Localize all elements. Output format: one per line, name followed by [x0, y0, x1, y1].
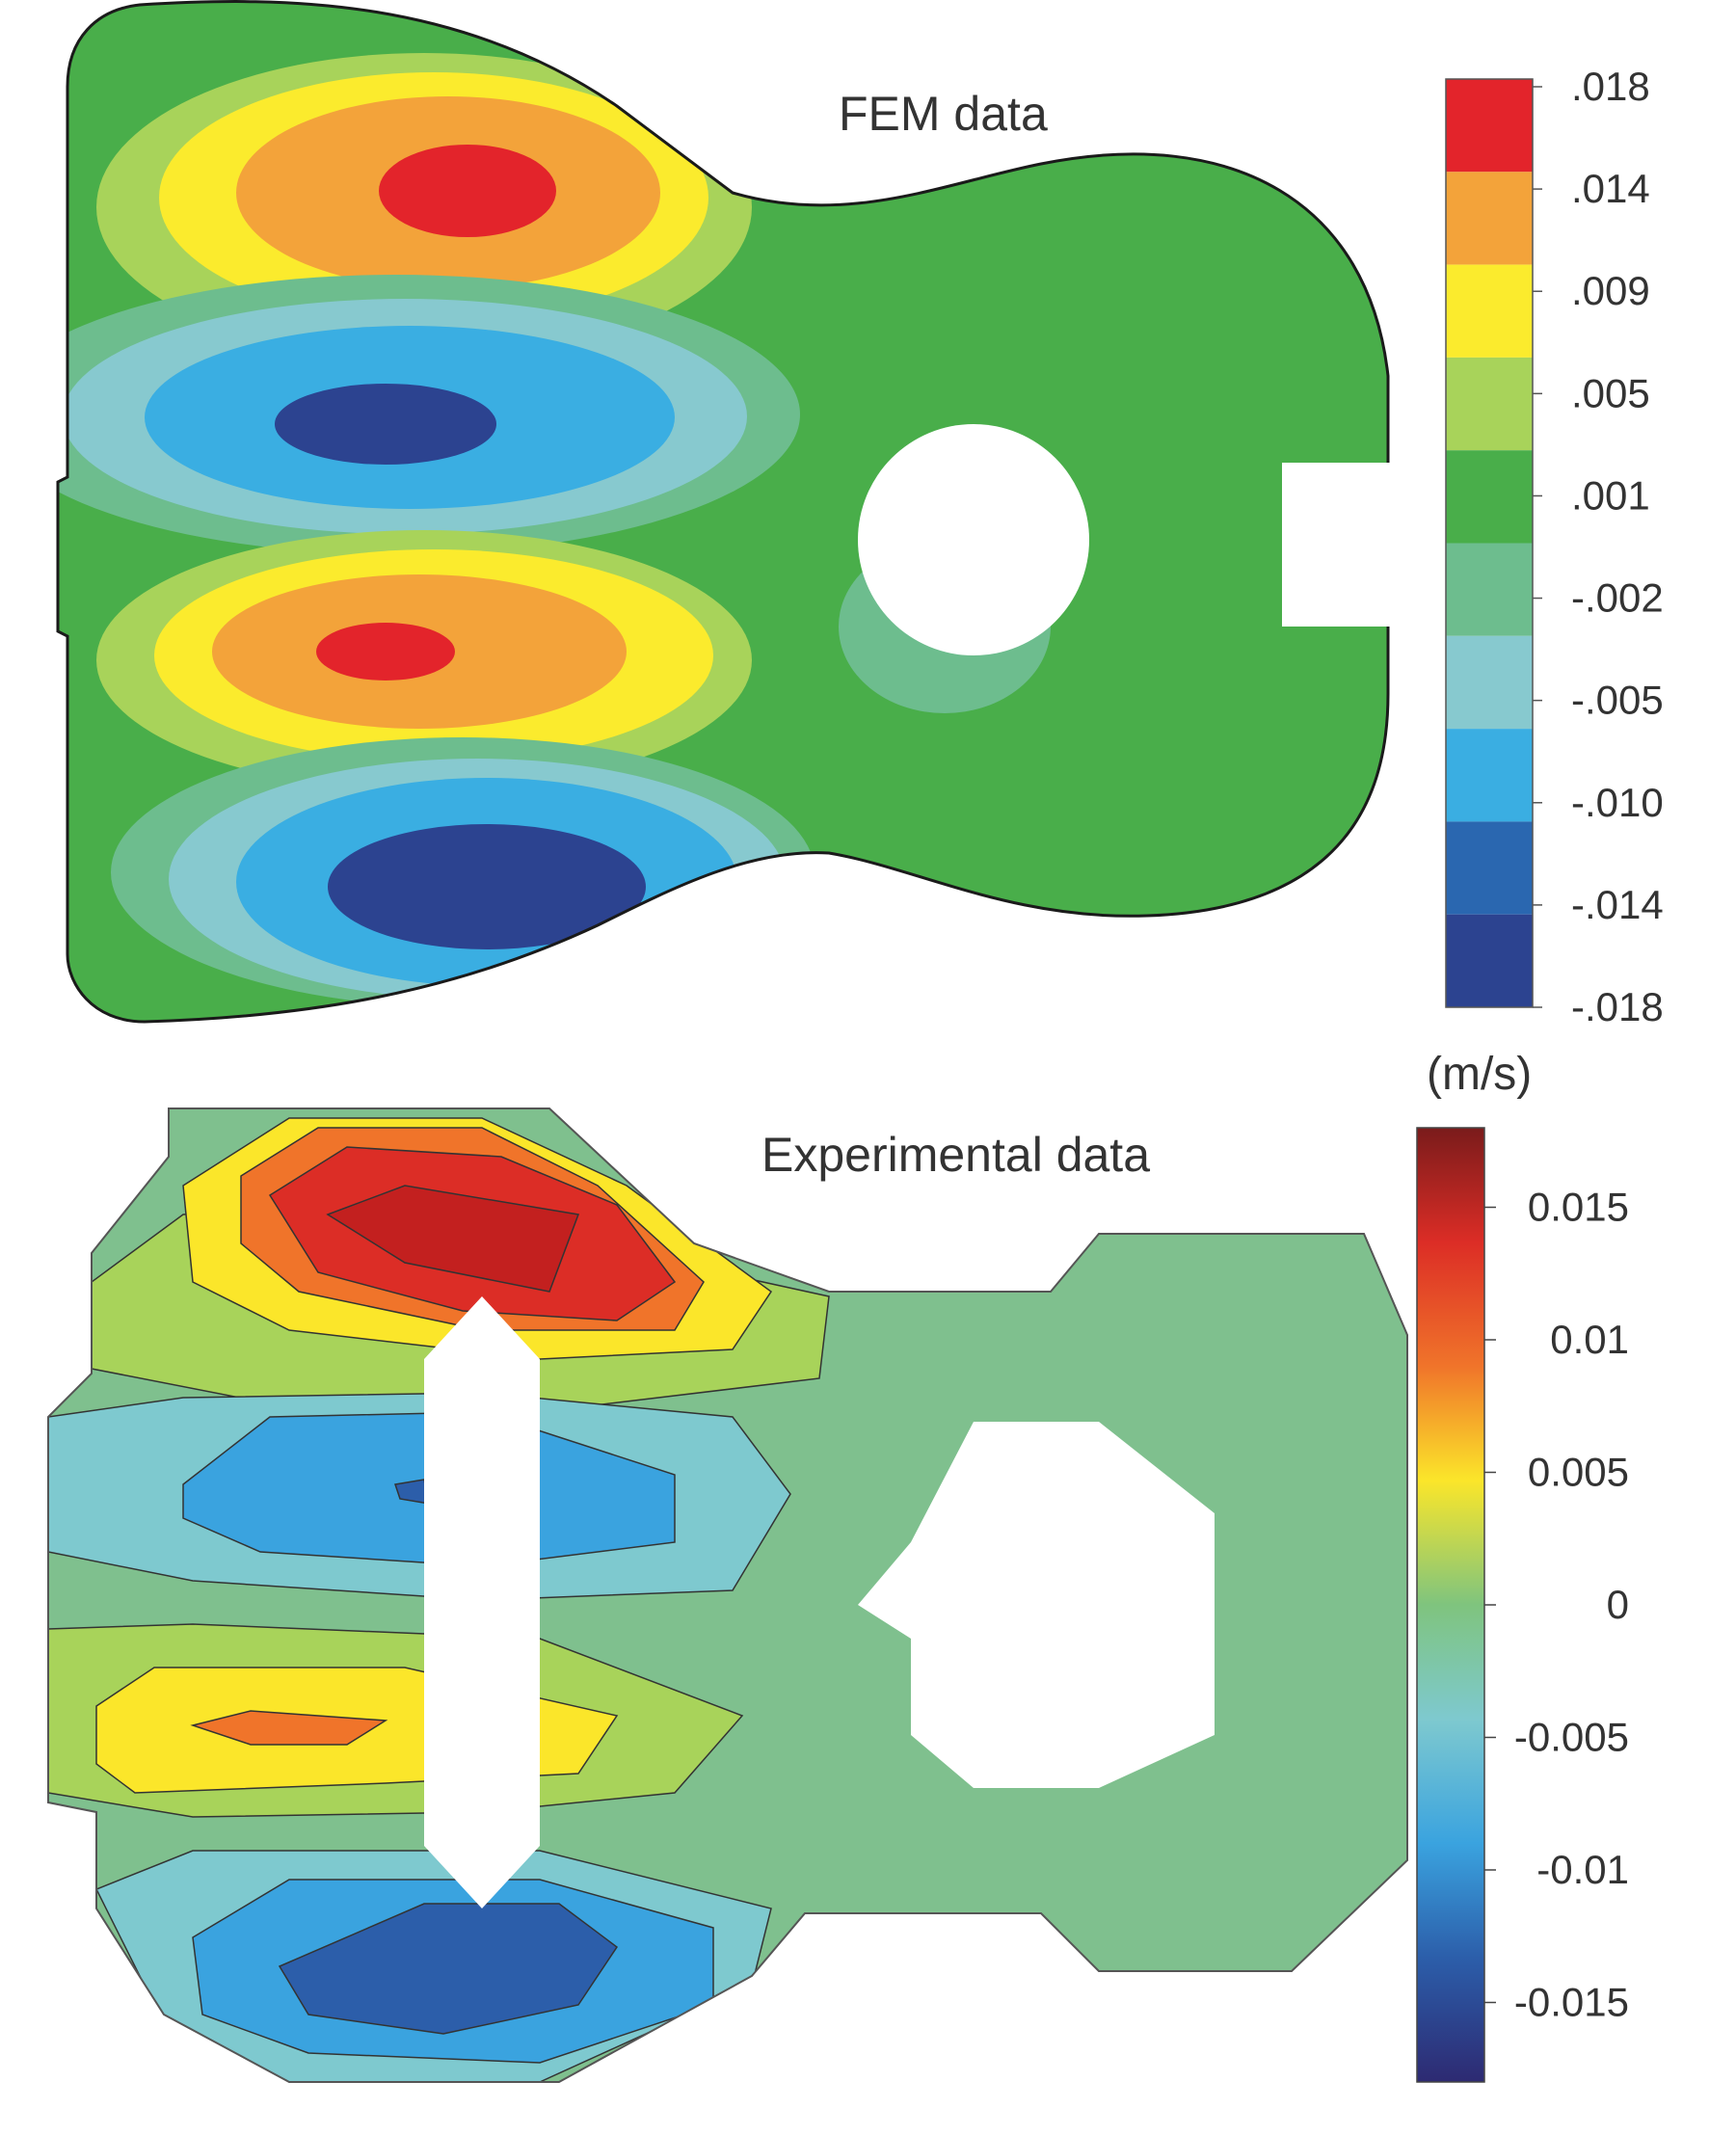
exp-colorbar-tick-label: -0.01 — [1536, 1847, 1629, 1892]
fem-colorbar-band — [1446, 172, 1533, 265]
fem-colorbar-tick-label: .018 — [1571, 64, 1650, 109]
exp-lobe-4 — [94, 1850, 772, 2082]
experimental-colorbar — [1416, 1127, 1485, 2083]
experimental-colorbar-ticks: 0.015 0.01 0.005 0 -0.005 -0.01 -0.015 — [1484, 1185, 1629, 2025]
exp-center-cutout — [424, 1296, 540, 1908]
exp-colorbar-tick-label: 0.005 — [1528, 1450, 1629, 1495]
exp-colorbar-tick-label: 0 — [1607, 1582, 1629, 1627]
fem-colorbar-band — [1446, 543, 1533, 636]
fem-colorbar-band — [1446, 914, 1533, 1007]
colorbar-unit: (m/s) — [1427, 1049, 1532, 1100]
fem-colorbar-band — [1446, 357, 1533, 451]
fem-colorbar-tick-label: -.010 — [1571, 780, 1664, 825]
fem-colorbar-tick-label: .009 — [1571, 268, 1650, 313]
fem-colorbar-tick-label: -.014 — [1571, 882, 1664, 927]
fem-soundhole — [858, 424, 1089, 655]
fem-colorbar-tick-label: -.002 — [1571, 575, 1664, 621]
fem-colorbar-tick-label: -.005 — [1571, 678, 1664, 723]
fem-colorbar-ticks: .018 .014 .009 .005 .001 -.002 -.005 -.010 -.014… — [1533, 64, 1664, 1029]
fem-body-outline — [56, 0, 1390, 1024]
exp-lobe-1-band-015 — [326, 1185, 580, 1293]
fem-lobe-2-band-m18 — [275, 384, 496, 465]
exp-colorbar-tick-label: 0.015 — [1528, 1185, 1629, 1230]
fem-colorbar — [1445, 78, 1534, 1008]
fem-colorbar-band — [1446, 821, 1533, 915]
experimental-contour-plot — [47, 1108, 1408, 2083]
fem-colorbar-band — [1446, 264, 1533, 358]
fem-lobe-4-band-m18 — [328, 824, 646, 949]
fem-colorbar-band — [1446, 635, 1533, 730]
exp-colorbar-tick-label: -0.015 — [1514, 1980, 1629, 2025]
fem-colorbar-frame — [1445, 78, 1534, 1008]
experimental-title: Experimental data — [761, 1128, 1150, 1182]
fem-colorbar-tick-label: -.018 — [1571, 984, 1664, 1029]
exp-lobe-1 — [91, 1117, 830, 1408]
fem-colorbar-tick-label: .014 — [1571, 166, 1650, 211]
exp-body-outline — [47, 1108, 1408, 2083]
fem-colorbar-tick-label: .005 — [1571, 370, 1650, 415]
fem-contour-plot — [56, 0, 1398, 1024]
exp-lobe-4-band-m015 — [278, 1903, 619, 2035]
fem-colorbar-band — [1446, 450, 1533, 544]
fem-colorbar-band — [1446, 729, 1533, 822]
fem-colorbar-tick-label: .001 — [1571, 472, 1650, 518]
fem-end-notch — [1282, 463, 1398, 627]
exp-lobe-2 — [48, 1392, 791, 1601]
exp-soundhole — [858, 1422, 1215, 1788]
exp-lobe-3-band-01 — [190, 1710, 388, 1746]
fem-colorbar-band — [1446, 79, 1533, 173]
fem-title: FEM data — [839, 87, 1048, 141]
fem-lobe-4 — [111, 737, 815, 1007]
exp-colorbar-tick-label: -0.005 — [1514, 1715, 1629, 1760]
fem-lobe-3 — [96, 530, 752, 790]
exp-colorbar-tick-label: 0.01 — [1550, 1317, 1629, 1362]
fem-lobe-3-band-18 — [316, 623, 455, 681]
fem-lobe-1-band-18 — [379, 145, 556, 237]
fem-lobe-2 — [58, 275, 800, 554]
